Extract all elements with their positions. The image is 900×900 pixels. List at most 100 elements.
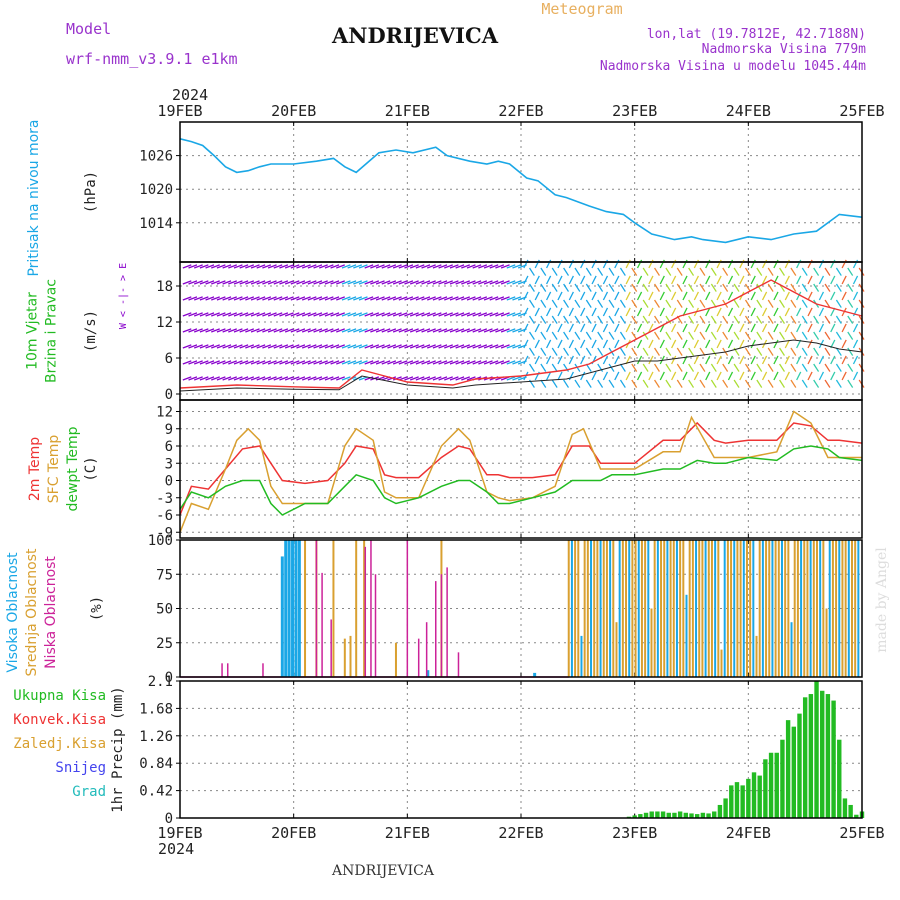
wind-barb [659,371,665,381]
wind-barb [284,344,294,349]
cloud-overcast-bar [596,540,599,677]
wind-barb [779,267,786,276]
cloud-axis-label-1: Srednja Oblacnost [24,548,40,676]
wind-barb [722,315,729,324]
wind-barb [619,299,626,308]
wind-barb [375,360,385,365]
wind-barb [250,280,260,285]
wind-barb [648,307,654,317]
wind-barb [659,291,665,301]
wind-barb [392,376,402,381]
wind-barb [290,376,300,381]
model-elevation-label: Nadmorska Visina u modelu 1045.44m [600,59,866,74]
wind-barb [267,376,277,381]
wind-barb [415,312,425,317]
wind-barb [676,267,683,276]
wind-barb [307,376,317,381]
wind-barb [483,344,493,349]
wind-barb [807,339,813,349]
wind-barb [233,280,243,285]
wind-barb [767,347,774,356]
wind-barb [563,283,570,292]
wind-barb [284,264,294,269]
wind-barb [228,360,237,365]
wind-barb [279,328,289,333]
wind-barb [551,283,558,292]
wind-barb [705,307,711,317]
precip-bar [694,814,700,818]
wind-barb [222,360,232,365]
wind-barb [750,291,756,301]
wind-barb [585,267,592,276]
cloud-overcast-bar [672,540,675,677]
wind-barb [642,379,649,388]
wind-barb [438,376,448,381]
wind-barb [779,363,786,372]
wind-barb [716,371,722,381]
wind-barb [466,264,476,269]
wind-barb [239,264,249,269]
wind-barb [290,296,300,301]
wind-barb [415,344,425,349]
wind-barb [722,379,729,388]
cloud-overcast-bar [707,540,710,677]
wind-barb [676,363,683,372]
wind-barb [580,323,586,333]
wind-barb [847,315,854,324]
wind-barb [534,307,540,317]
bottom-year-label: 2024 [158,840,194,858]
wind-barb [636,307,643,317]
cloud-overcast-bar [857,540,860,677]
cloud-overcast-bar [621,540,624,677]
wind-barb [415,360,425,365]
wind-barb [710,379,717,388]
cloud-overcast-bar [733,540,736,677]
wind-barb [444,376,453,381]
wind-barb [614,275,620,285]
wind-barb [574,283,581,292]
wind-barb [301,328,311,333]
cloud-overcast-bar [847,540,850,677]
wind-barb [750,371,756,381]
wind-barb [585,299,592,308]
wind-barb [267,280,277,285]
wind-barb [847,331,854,340]
wind-barb [568,371,574,381]
cloud-high-bar [533,672,537,677]
cloud-overcast-bar [790,622,793,677]
wind-barb [216,376,226,381]
wind-barb [648,259,654,269]
wind-barb [631,363,638,372]
wind-barb [432,280,442,285]
wind-barb [245,328,255,333]
wind-barb [392,296,402,301]
ytick-clouds-75: 75 [156,567,173,583]
wind-barb [852,291,859,301]
ytick-temperature-9: 9 [165,422,173,438]
wind-barb [847,347,854,356]
wind-barb [506,376,516,381]
ytick-precip-0: 0 [165,811,173,827]
wind-axis-label-1: Brzina i Pravac [44,279,60,383]
wind-barb [341,376,351,381]
wind-barb [461,360,471,365]
wind-barb [739,307,745,317]
wind-barb [784,307,790,317]
wind-barb [211,344,220,349]
wind-barb [455,344,465,349]
wind-barb [727,339,734,349]
wind-barb [233,312,243,317]
wind-barb [233,360,243,365]
wind-barb [608,299,615,308]
wind-barb [813,347,820,356]
wind-barb [245,344,255,349]
wind-barb [693,371,700,381]
wind-barb [273,264,283,269]
cloud-overcast-bar [625,540,628,677]
wind-barb [841,339,847,349]
cloud-overcast-bar [682,540,685,677]
wind-barb [756,347,763,356]
wind-barb [262,328,272,333]
wind-barb [256,280,266,285]
